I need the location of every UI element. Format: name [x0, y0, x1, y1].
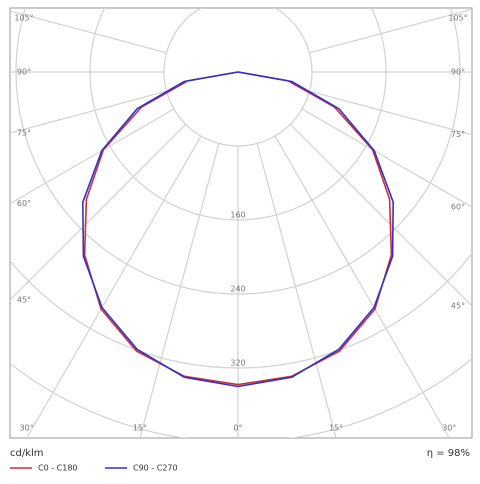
- angle-tick-label: 30°: [442, 424, 456, 433]
- angle-tick-label: 105°: [448, 14, 467, 23]
- grid-ray: [309, 90, 472, 136]
- grid-ray: [10, 123, 187, 301]
- radial-tick-label: 240: [230, 285, 245, 294]
- radial-tick-label: 320: [230, 359, 245, 368]
- grid-ray: [10, 108, 175, 205]
- angle-tick-label: 105°: [14, 14, 33, 23]
- angle-tick-label: 75°: [17, 129, 31, 138]
- angle-tick-label: 90°: [451, 68, 465, 77]
- grid-ray: [301, 108, 472, 208]
- grid-ray: [10, 10, 167, 54]
- labels: 0° 15° 15° 30° 30° 45° 45° 60° 60° 75° 75° 90° 90° 10…: [14, 14, 467, 433]
- grid-ray: [256, 143, 337, 438]
- grid-ray: [26, 135, 202, 438]
- angle-tick-label: 60°: [451, 203, 465, 212]
- grid-ray: [274, 135, 450, 438]
- curves: [82, 71, 394, 388]
- legend: C0 - C180 C90 - C270: [10, 464, 178, 473]
- angle-tick-label: 0°: [233, 424, 242, 433]
- grid-ray: [10, 90, 167, 134]
- angle-tick-label: 30°: [20, 424, 34, 433]
- grid-ray: [139, 143, 220, 438]
- angle-tick-label: 45°: [17, 296, 31, 305]
- efficiency-label: η = 98%: [427, 448, 470, 459]
- legend-label: C0 - C180: [38, 464, 78, 473]
- legend-label: C90 - C270: [133, 464, 178, 473]
- intensity-curve: [237, 71, 394, 388]
- intensity-curve: [82, 71, 239, 388]
- grid: [10, 8, 472, 438]
- grid-ray: [289, 123, 472, 307]
- angle-tick-label: 45°: [451, 302, 465, 311]
- angle-tick-label: 60°: [17, 199, 31, 208]
- angle-tick-label: 15°: [133, 424, 147, 433]
- grid-ray: [309, 8, 472, 54]
- angle-tick-label: 90°: [17, 68, 31, 77]
- angle-tick-label: 75°: [451, 130, 465, 139]
- radial-tick-label: 160: [230, 211, 245, 220]
- unit-label: cd/klm: [10, 448, 44, 459]
- angle-tick-label: 15°: [329, 424, 343, 433]
